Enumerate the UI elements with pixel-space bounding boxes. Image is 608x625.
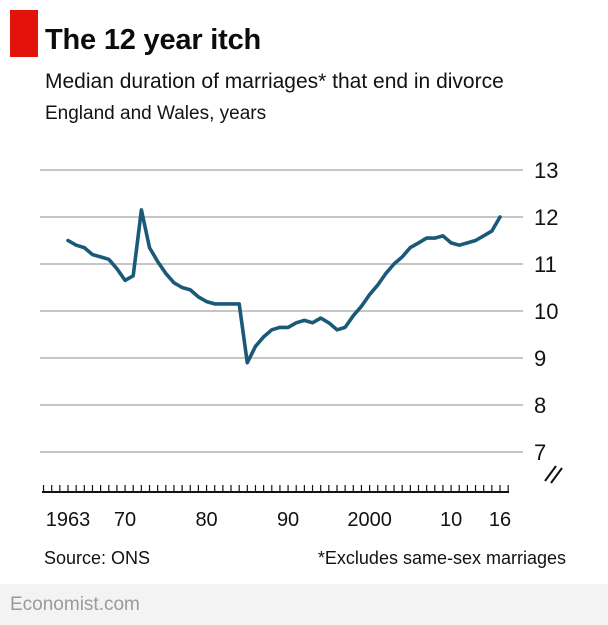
chart-title: The 12 year itch [45,24,262,56]
x-axis-label: 80 [195,509,217,531]
y-axis-label: 8 [534,393,546,418]
y-axis-label: 7 [534,440,546,465]
source-note: Source: ONS [44,548,151,568]
axis-break-icon [544,465,563,484]
site-footer-bar: Economist.com [0,584,608,625]
x-axis-label: 90 [277,509,299,531]
x-axis-label: 2000 [347,509,392,531]
y-axis-label: 13 [534,158,558,183]
x-axis-label: 1963 [46,509,91,531]
chart-notes: Source: ONS *Excludes same-sex marriages [44,548,566,569]
y-axis-label: 11 [534,252,557,277]
economist-red-tab [10,10,38,57]
line-chart: 7 8 9 10 11 12 13 1963 70 80 90 2000 10 16 [40,158,563,531]
x-axis-label: 10 [440,509,462,531]
y-axis-label: 10 [534,299,558,324]
x-axis-label: 70 [114,509,136,531]
chart-context: England and Wales, years [45,103,267,124]
data-line [66,208,502,365]
site-label: Economist.com [10,593,140,615]
x-axis-label: 16 [489,509,511,531]
y-axis-label: 12 [534,205,558,230]
chart-subtitle: Median duration of marriages* that end i… [45,70,504,93]
y-axis-label: 9 [534,346,546,371]
footnote: *Excludes same-sex marriages [317,548,566,568]
